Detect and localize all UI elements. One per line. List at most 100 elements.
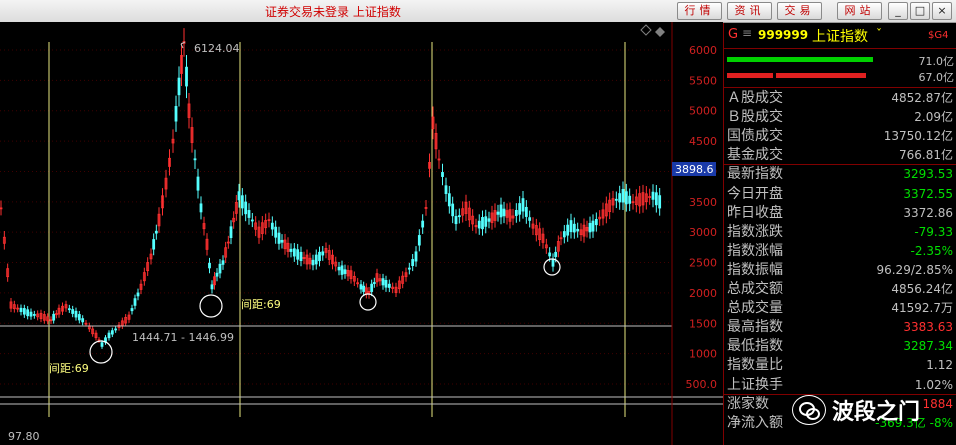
candle-body xyxy=(548,252,552,257)
candle-body xyxy=(343,269,347,274)
trade-button[interactable]: 交易 xyxy=(777,2,822,20)
low-marker-circle xyxy=(543,258,561,276)
quote-value: -79.33 xyxy=(914,224,953,239)
candle-body xyxy=(267,219,271,222)
candle-body xyxy=(174,106,178,122)
website-button[interactable]: 网站 xyxy=(837,2,882,20)
y-tick-label: 1000 xyxy=(689,348,717,361)
candle-body xyxy=(254,222,258,230)
candle-body xyxy=(9,301,13,309)
candle-body xyxy=(94,332,98,339)
candle-body xyxy=(177,77,181,96)
quote-value: 1.12 xyxy=(926,358,953,373)
candle-body xyxy=(110,330,114,335)
y-tick-label: 4500 xyxy=(689,135,717,148)
candle-body xyxy=(199,203,203,213)
candle-body xyxy=(283,239,287,250)
candle-body xyxy=(404,272,408,278)
candle-body xyxy=(142,272,146,282)
diamond-icon[interactable] xyxy=(655,27,665,37)
market-prefix: G xyxy=(728,27,739,42)
quotes-button[interactable]: 行情 xyxy=(677,2,722,20)
candle-body xyxy=(193,158,197,161)
candle-body xyxy=(208,262,211,269)
y-tick-label: 6000 xyxy=(689,44,717,57)
candle-body xyxy=(149,253,153,260)
minimize-icon[interactable]: _ xyxy=(888,2,908,20)
candle-body xyxy=(321,251,325,256)
candle-body xyxy=(100,342,104,347)
candle-body xyxy=(2,236,6,244)
candle-body xyxy=(524,206,528,217)
candle-body xyxy=(286,242,290,252)
candle-body xyxy=(274,226,278,238)
candle-body xyxy=(91,328,95,335)
candle-body xyxy=(608,199,612,212)
news-button[interactable]: 资讯 xyxy=(727,2,772,20)
quote-label: 基金成交 xyxy=(727,147,783,164)
quote-value: 3383.63 xyxy=(903,320,953,335)
candle-body xyxy=(477,220,481,229)
candle-body xyxy=(454,216,458,225)
candle-body xyxy=(381,278,385,286)
candle-body xyxy=(624,191,628,205)
candle-body xyxy=(372,282,376,284)
candle-body xyxy=(32,314,36,316)
bottom-value-label: 97.80 xyxy=(8,430,40,443)
candle-body xyxy=(434,132,438,150)
watermark: 波段之门 xyxy=(792,393,952,427)
quote-label: 指数振幅 xyxy=(727,261,783,278)
candle-body xyxy=(42,314,46,321)
candle-body xyxy=(311,259,315,266)
candle-body xyxy=(187,103,191,118)
candle-body xyxy=(161,195,164,209)
candle-body xyxy=(260,222,264,234)
candle-body xyxy=(280,239,284,243)
candle-body xyxy=(375,273,379,283)
candle-body xyxy=(572,223,576,233)
candle-body xyxy=(185,66,188,87)
chevron-down-icon[interactable]: ˇ xyxy=(876,27,882,41)
candle-body xyxy=(648,196,652,198)
candle-body xyxy=(74,310,78,318)
quote-value: 41592.7万 xyxy=(891,301,953,316)
candle-body xyxy=(618,193,622,203)
low-marker-circle xyxy=(359,293,377,311)
candle-body xyxy=(356,282,360,285)
y-tick-label: 2500 xyxy=(689,257,717,270)
candle-body xyxy=(168,157,171,167)
candle-body xyxy=(464,201,468,215)
candle-body xyxy=(411,259,415,267)
watermark-text: 波段之门 xyxy=(832,400,921,425)
candle-body xyxy=(171,138,175,144)
quote-row: 涨家数 1884 xyxy=(724,395,956,414)
candle-body xyxy=(305,254,309,265)
quote-row: 昨日收盘 3372.86 xyxy=(724,204,956,223)
candle-body xyxy=(579,229,583,236)
candle-body xyxy=(229,226,233,239)
kline-chart[interactable]: 6000550050004500400035003000250020001500… xyxy=(0,22,723,445)
inflow-bar xyxy=(727,57,873,62)
candle-body xyxy=(598,216,602,220)
y-tick-label: 5000 xyxy=(689,105,717,118)
title-bar: 证券交易未登录 上证指数 行情 资讯 交易 网站 _ □ × xyxy=(0,0,956,23)
quote-row: Ｂ股成交 2.09亿 xyxy=(724,108,956,127)
candle-body xyxy=(658,195,662,209)
candle-body xyxy=(544,244,548,249)
bar-value: 71.0亿 xyxy=(918,55,955,68)
candle-body xyxy=(71,309,75,314)
candle-body xyxy=(414,251,418,262)
candle-body xyxy=(234,202,238,214)
close-icon[interactable]: × xyxy=(932,2,952,20)
menu-icon[interactable]: ≡ xyxy=(742,26,753,40)
candle-body xyxy=(611,198,615,206)
candle-body xyxy=(417,235,421,246)
candle-body xyxy=(0,207,3,210)
candle-body xyxy=(541,233,545,243)
diamond-icon[interactable] xyxy=(640,24,652,36)
candle-body xyxy=(424,207,428,209)
quote-value: 3293.53 xyxy=(903,167,953,182)
maximize-icon[interactable]: □ xyxy=(910,2,930,20)
candle-body xyxy=(139,283,143,290)
candle-body xyxy=(559,237,563,240)
